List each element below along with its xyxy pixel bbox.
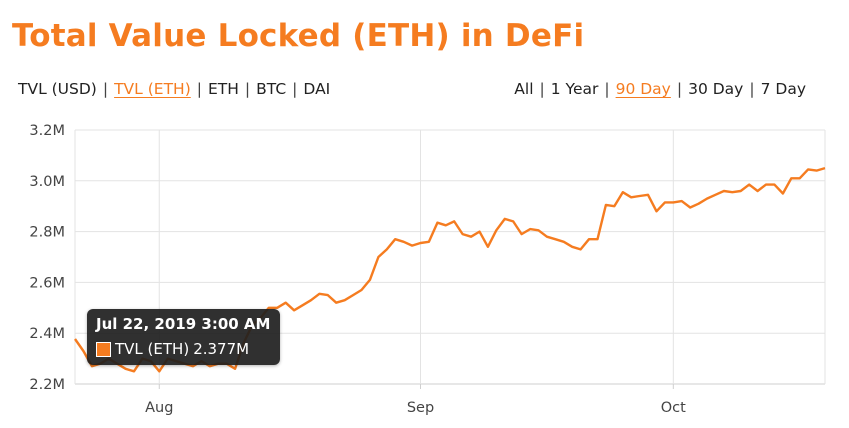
y-tick-label: 2.8M	[29, 225, 65, 241]
tooltip-date: Jul 22, 2019 3:00 AM	[96, 315, 271, 333]
tooltip-series-label: TVL (ETH)	[115, 340, 190, 358]
tooltip-series-swatch	[96, 341, 111, 357]
y-tick-label: 3.0M	[29, 174, 65, 190]
tab-tvl-usd[interactable]: TVL (USD)	[18, 80, 97, 98]
page-title: Total Value Locked (ETH) in DeFi	[12, 18, 585, 54]
x-tick-label: Oct	[661, 400, 686, 416]
tab-separator: |	[539, 80, 545, 98]
tab-range-1-year[interactable]: 1 Year	[550, 80, 599, 98]
tab-btc[interactable]: BTC	[256, 80, 287, 98]
tab-dai[interactable]: DAI	[303, 80, 331, 98]
tab-separator: |	[604, 80, 610, 98]
tab-eth[interactable]: ETH	[207, 80, 239, 98]
range-tabs: All | 1 Year | 90 Day | 30 Day | 7 Day	[514, 80, 806, 98]
tab-tvl-eth[interactable]: TVL (ETH)	[114, 80, 191, 98]
tab-range-7-day[interactable]: 7 Day	[760, 80, 806, 98]
y-tick-label: 2.2M	[29, 377, 65, 393]
tooltip-row: TVL (ETH) 2.377M	[96, 340, 270, 358]
tab-separator: |	[676, 80, 683, 98]
y-tick-label: 3.2M	[29, 123, 65, 139]
x-tick-label: Aug	[145, 400, 173, 416]
tab-separator: |	[102, 80, 109, 98]
y-tick-label: 2.6M	[29, 275, 65, 291]
tooltip-value: 2.377M	[193, 340, 250, 358]
tab-separator: |	[196, 80, 202, 98]
tab-separator: |	[292, 80, 298, 98]
tab-range-30-day[interactable]: 30 Day	[688, 80, 744, 98]
x-tick-label: Sep	[407, 400, 434, 416]
tab-separator: |	[749, 80, 755, 98]
y-axis-ticks: 2.2M 2.4M 2.6M 2.8M 3.0M 3.2M	[29, 123, 65, 393]
currency-tabs: TVL (USD) | TVL (ETH) | ETH | BTC | DAI	[18, 80, 330, 98]
chart-tooltip: Jul 22, 2019 3:00 AM TVL (ETH) 2.377M	[87, 309, 281, 365]
tab-range-all[interactable]: All	[514, 80, 534, 98]
tab-range-90-day[interactable]: 90 Day	[615, 80, 671, 98]
tab-separator: |	[244, 80, 251, 98]
tvl-line-chart[interactable]: 2.2M 2.4M 2.6M 2.8M 3.0M 3.2M Aug Sep Oct	[0, 110, 849, 428]
x-axis-ticks: Aug Sep Oct	[145, 400, 686, 416]
y-tick-label: 2.4M	[29, 326, 65, 342]
